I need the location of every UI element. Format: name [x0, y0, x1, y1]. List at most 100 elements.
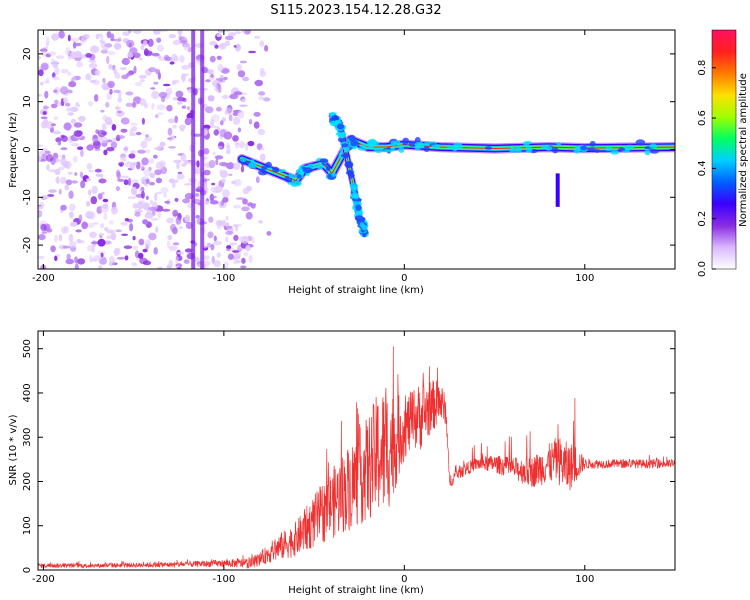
noise-speckle: [185, 215, 191, 222]
noise-speckle: [46, 164, 49, 170]
noise-speckle: [95, 70, 100, 76]
noise-speckle: [128, 196, 137, 198]
noise-speckle: [63, 97, 68, 103]
noise-speckle: [148, 67, 156, 72]
noise-speckle: [94, 94, 98, 102]
noise-speckle: [179, 226, 183, 229]
noise-speckle: [156, 192, 162, 195]
noise-speckle: [175, 256, 179, 264]
noise-speckle: [119, 164, 122, 167]
noise-speckle: [40, 82, 44, 85]
noise-speckle: [76, 102, 79, 105]
noise-speckle: [184, 183, 193, 186]
noise-speckle: [220, 129, 227, 137]
noise-speckle: [103, 150, 107, 156]
noise-speckle: [60, 69, 68, 74]
y-tick-label: 100: [22, 516, 33, 535]
main-trace-blob: [509, 147, 516, 153]
noise-speckle: [106, 235, 113, 239]
x-tick-label: -100: [213, 574, 236, 585]
noise-speckle: [125, 161, 133, 167]
noise-speckle: [163, 84, 171, 87]
noise-speckle: [136, 132, 142, 135]
noise-speckle: [86, 201, 90, 207]
noise-speckle: [240, 61, 247, 64]
noise-speckle: [182, 77, 185, 82]
noise-speckle: [107, 51, 115, 56]
main-trace-blob: [552, 147, 559, 153]
noise-speckle: [252, 236, 255, 244]
noise-speckle: [75, 263, 79, 271]
noise-speckle: [69, 204, 76, 211]
noise-speckle: [233, 260, 238, 265]
noise-speckle: [90, 80, 97, 83]
noise-speckle: [80, 171, 83, 178]
noise-speckle: [48, 189, 56, 193]
noise-speckle: [152, 209, 156, 216]
main-trace-blob: [326, 167, 330, 171]
x-tick-label: 0: [401, 273, 407, 284]
main-trace-blob: [272, 167, 279, 173]
noise-speckle: [225, 36, 234, 40]
noise-speckle: [142, 219, 148, 224]
noise-speckle: [129, 132, 136, 136]
noise-speckle: [133, 246, 139, 251]
noise-speckle: [54, 100, 58, 104]
main-trace-blob: [248, 162, 257, 168]
noise-speckle: [130, 150, 136, 153]
noise-speckle: [228, 254, 234, 260]
noise-speckle: [98, 265, 102, 271]
noise-speckle: [220, 120, 224, 125]
noise-speckle: [239, 105, 247, 107]
x-tick-label: -200: [32, 574, 55, 585]
noise-speckle: [103, 199, 109, 202]
noise-speckle: [161, 96, 165, 102]
noise-speckle: [100, 110, 104, 113]
noise-speckle: [131, 262, 137, 266]
main-trace-blob: [316, 164, 323, 170]
noise-speckle: [71, 119, 77, 124]
noise-speckle: [130, 123, 138, 126]
noise-speckle: [241, 258, 246, 264]
main-trace-blob: [374, 147, 384, 153]
noise-speckle: [204, 255, 210, 260]
main-trace-blob: [289, 173, 294, 178]
noise-speckle: [93, 255, 102, 261]
noise-speckle: [207, 231, 213, 238]
noise-speckle: [86, 144, 94, 150]
noise-speckle: [242, 77, 249, 81]
secondary-trace-blob: [335, 120, 339, 123]
noise-speckle: [137, 150, 146, 154]
noise-speckle: [217, 252, 221, 258]
noise-speckle: [157, 44, 164, 51]
noise-speckle: [187, 106, 191, 110]
noise-speckle: [236, 44, 240, 49]
noise-speckle: [118, 135, 125, 139]
noise-speckle: [133, 28, 142, 34]
noise-speckle: [170, 224, 176, 232]
noise-speckle: [245, 144, 248, 152]
noise-speckle: [184, 259, 190, 264]
noise-speckle: [143, 40, 147, 46]
noise-speckle: [240, 266, 246, 269]
noise-speckle: [50, 245, 56, 252]
noise-speckle: [236, 64, 242, 71]
noise-speckle: [124, 146, 129, 154]
noise-speckle: [263, 97, 270, 101]
spectrogram-x-ticks: -200 -100 0 100: [32, 30, 594, 284]
main-trace-blob: [383, 149, 392, 152]
noise-speckle: [109, 89, 112, 95]
noise-speckle: [101, 137, 108, 143]
noise-speckle: [88, 223, 95, 228]
colorbar-tick-label: 0.4: [697, 160, 708, 176]
y-tick-label: 0: [22, 146, 33, 152]
noise-speckle: [146, 196, 149, 200]
noise-speckle: [196, 160, 199, 167]
noise-speckle: [116, 186, 120, 191]
noise-speckle: [69, 234, 74, 242]
main-trace-blob: [610, 150, 619, 154]
noise-speckle: [225, 236, 229, 242]
noise-speckle: [143, 261, 151, 266]
noise-speckle: [213, 152, 216, 156]
